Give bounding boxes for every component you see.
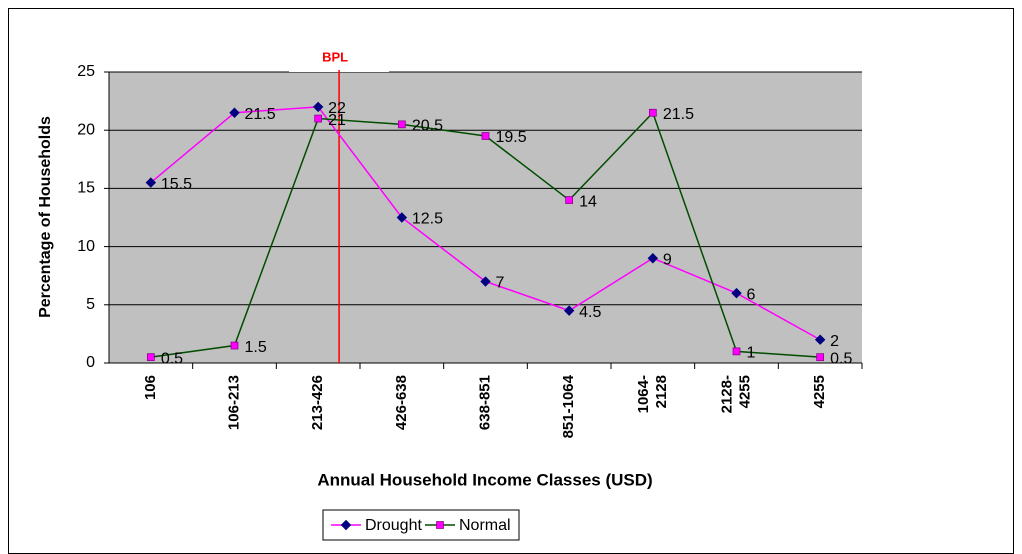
marker	[145, 177, 157, 188]
x-tick-label: 2128-4255	[718, 375, 753, 413]
data-label: 0.5	[830, 350, 852, 367]
legend-label: Normal	[459, 517, 511, 534]
y-axis-label: Percentage of Households	[37, 116, 54, 318]
data-label: 0.5	[161, 350, 183, 367]
marker	[480, 276, 491, 287]
data-label: 9	[663, 251, 672, 268]
marker	[229, 107, 240, 118]
y-tick-label: 15	[77, 180, 95, 197]
data-label: 4.5	[579, 304, 601, 321]
annotation-bg	[289, 56, 390, 72]
data-label: 7	[496, 275, 505, 292]
data-label: 2	[830, 333, 839, 350]
marker	[563, 305, 575, 316]
marker	[340, 519, 352, 531]
legend-label: Drought	[365, 517, 422, 534]
y-tick-label: 25	[77, 63, 95, 80]
data-label: 14	[579, 193, 597, 210]
marker	[397, 120, 406, 129]
y-tick-label: 20	[77, 121, 95, 138]
marker	[396, 212, 408, 223]
marker	[565, 196, 574, 204]
marker	[647, 253, 659, 264]
annotation: BPL	[322, 49, 348, 64]
marker	[732, 347, 741, 356]
data-label: 20.5	[412, 118, 443, 135]
data-label: 15.5	[161, 176, 192, 193]
data-label: 1	[747, 345, 756, 362]
x-tick-label: 4255	[811, 375, 828, 408]
data-label: 6	[747, 286, 756, 303]
data-label: 12.5	[412, 211, 443, 228]
marker	[816, 353, 825, 362]
marker	[146, 353, 155, 362]
marker	[648, 108, 657, 117]
x-tick-label: 106	[142, 375, 159, 400]
x-tick-label: 851-1064	[560, 374, 577, 438]
y-tick-label: 10	[77, 238, 95, 255]
marker	[230, 341, 239, 350]
data-label: 19.5	[496, 129, 527, 146]
x-tick-label: 213-426	[309, 375, 326, 430]
marker	[314, 114, 323, 123]
x-tick-label: 106-213	[225, 375, 242, 430]
y-tick-label: 0	[86, 354, 95, 371]
y-tick-label: 5	[86, 296, 95, 313]
marker	[312, 101, 324, 113]
x-tick-label: 638-851	[476, 375, 493, 430]
data-label: 21.5	[663, 106, 694, 123]
x-axis-label: Annual Household Income Classes (USD)	[317, 470, 652, 489]
x-tick-label: 1064-2128	[635, 375, 670, 413]
marker	[814, 334, 826, 345]
data-label: 22	[328, 100, 346, 117]
marker	[436, 521, 444, 529]
data-label: 1.5	[245, 339, 267, 356]
marker	[481, 132, 490, 140]
marker	[731, 287, 742, 299]
plot-area	[109, 72, 862, 363]
x-tick-label: 426-638	[393, 375, 410, 430]
data-label: 21	[328, 112, 346, 129]
data-label: 21.5	[245, 106, 276, 123]
